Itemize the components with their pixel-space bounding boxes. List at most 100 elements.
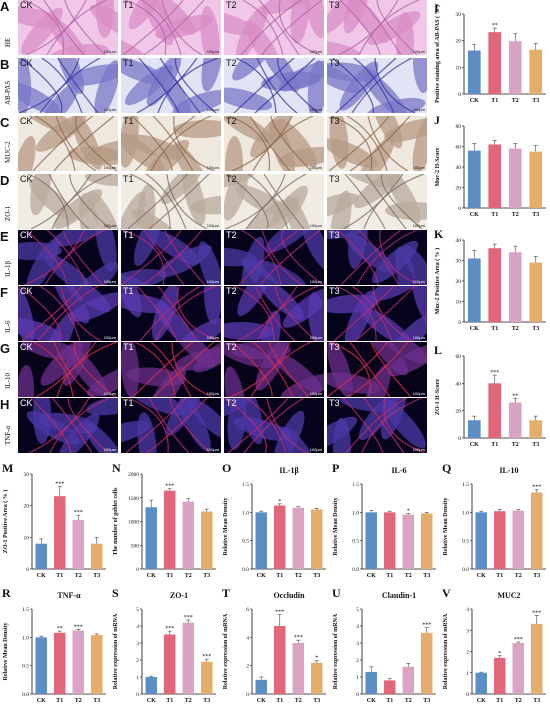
panel-label: S (112, 586, 119, 600)
tissue-fold (26, 238, 60, 285)
bar-t3 (91, 543, 103, 569)
bar-ck (365, 512, 377, 569)
tissue-lumen-line (60, 286, 102, 341)
tissue-lumen-line (349, 342, 391, 397)
significance-marker: *** (275, 610, 284, 616)
x-tick-label: CK (147, 573, 156, 579)
tissue-fold (26, 411, 80, 445)
scale-bar-label: 100μm (309, 391, 322, 396)
y-tick-label: 1.0 (462, 510, 469, 516)
significance-marker: *** (55, 482, 64, 488)
micrograph-he-t3: T3 100μm (327, 0, 427, 55)
significance-marker: *** (74, 510, 83, 516)
tissue-lumen-line (134, 116, 196, 171)
micrograph-il-10-t1: T1 100μm (121, 342, 221, 397)
bar-t1 (164, 634, 176, 694)
y-tick-label: 0.5 (22, 664, 29, 670)
significance-marker: *** (202, 654, 211, 660)
tissue-lumen-line (131, 116, 173, 171)
y-tick-label: 20 (24, 504, 30, 510)
tissue-pattern (18, 58, 118, 113)
tissue-fold (412, 116, 427, 171)
tissue-fold (412, 58, 427, 93)
tissue-lumen-line (18, 286, 61, 341)
tissue-lumen-line (127, 398, 169, 453)
tissue-lumen-line (379, 230, 421, 285)
tissue-lumen-line (337, 0, 399, 55)
micrograph-tnf-α-t1: T1 100μm (121, 398, 221, 453)
tissue-lumen-line (164, 230, 206, 285)
bar-ck (467, 50, 481, 94)
x-tick-label: CK (147, 698, 156, 704)
scale-bar-label: 100μm (206, 391, 219, 396)
micrograph-ab-pas-t1: T1 100μm (121, 58, 221, 113)
y-tick-label: 0 (246, 692, 249, 698)
y-axis-label: Relative Mean Density (443, 498, 449, 556)
x-tick-label: T3 (532, 326, 539, 332)
bar-t2 (402, 514, 414, 569)
scale-bar-label: 100μm (309, 107, 322, 112)
bar-t3 (531, 492, 543, 569)
tissue-lumen-line (171, 342, 213, 397)
tissue-pattern (327, 116, 427, 171)
tissue-lumen-line (174, 58, 217, 113)
tissue-fold (389, 313, 427, 341)
tissue-lumen-line (177, 286, 220, 341)
bar-t1 (488, 32, 502, 94)
group-label: T1 (123, 0, 134, 10)
tissue-pattern (18, 116, 118, 171)
tissue-fold (396, 12, 414, 55)
group-label: CK (20, 230, 33, 240)
scale-bar-label: 100μm (103, 279, 116, 284)
tissue-lumen-line (73, 342, 116, 397)
tissue-pattern (224, 398, 319, 453)
tissue-lumen-line (353, 58, 395, 113)
tissue-lumen-line (333, 286, 395, 341)
scale-bar-label: 100μm (412, 165, 425, 170)
scale-bar-label: 100μm (206, 49, 219, 54)
significance-marker: *** (165, 484, 174, 490)
tissue-lumen-line (275, 286, 317, 341)
micrograph-il-1β-t3: T3 100μm (327, 230, 427, 285)
tissue-lumen-line (139, 286, 201, 341)
group-label: T2 (226, 116, 237, 126)
x-tick-label: T3 (313, 573, 320, 579)
tissue-lumen-line (261, 230, 303, 285)
tissue-lumen-line (143, 230, 185, 285)
bar-t1 (54, 632, 66, 694)
micrograph-muc-2-ck: CK 100μm (18, 116, 118, 171)
bar-t3 (201, 661, 213, 694)
tissue-lumen-line (34, 116, 76, 171)
tissue-lumen-line (231, 342, 273, 397)
x-tick-label: T1 (166, 698, 173, 704)
group-label: CK (20, 58, 33, 68)
tissue-lumen-line (169, 398, 211, 453)
x-tick-label: T3 (532, 442, 539, 448)
tissue-lumen-line (53, 342, 95, 397)
y-tick-label: 2 (246, 664, 249, 670)
micrograph-zo-1-t1: T1 100μm (121, 174, 221, 229)
y-tick-label: 0.5 (352, 539, 359, 545)
group-label: T2 (226, 342, 237, 352)
scale-bar-label: 100μm (309, 447, 322, 452)
tissue-fold (121, 132, 165, 171)
tissue-fold (121, 191, 147, 229)
tissue-lumen-line (132, 342, 194, 397)
tissue-lumen-line (51, 174, 113, 229)
micrograph-il-6-t1: T1 100μm (121, 286, 221, 341)
panel-label: K (434, 227, 444, 241)
tissue-lumen-line (372, 286, 414, 341)
tissue-fold (87, 191, 118, 229)
tissue-fold (49, 43, 109, 55)
tissue-pattern (121, 58, 221, 113)
scale-bar-label: 100μm (103, 49, 116, 54)
y-axis-label: Relative expression of mRNA (333, 613, 339, 689)
stain-label: IL-6 (4, 320, 12, 333)
tissue-lumen-line (35, 342, 97, 397)
tissue-fold (79, 193, 99, 229)
scale-bar-label: 100μm (206, 165, 219, 170)
group-label: T2 (226, 286, 237, 296)
x-tick-label: T3 (533, 698, 540, 704)
tissue-lumen-line (49, 398, 111, 453)
x-tick-label: CK (477, 698, 486, 704)
